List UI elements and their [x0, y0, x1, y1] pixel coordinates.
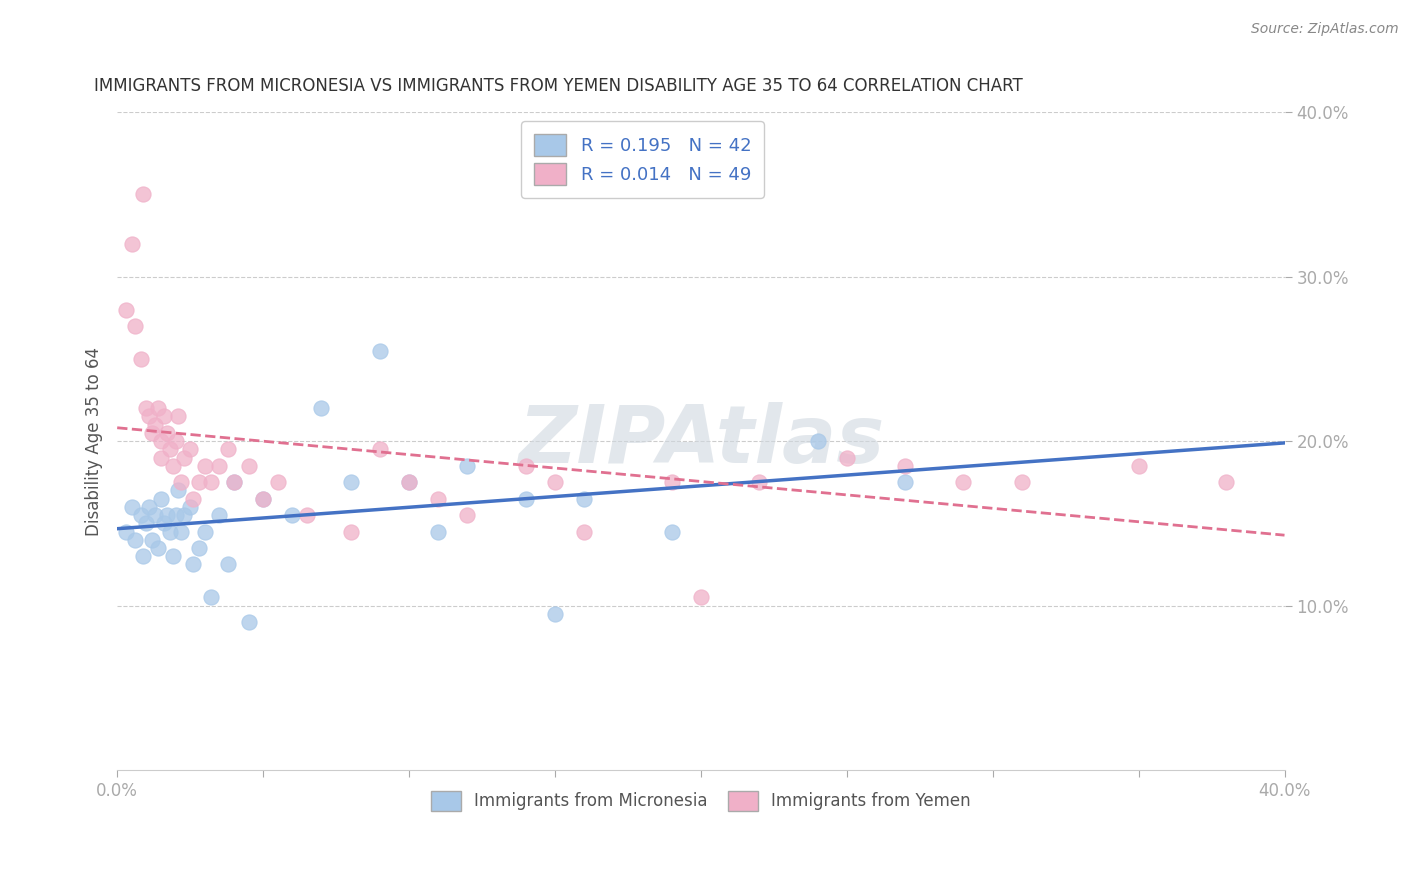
Point: [179, 500, 201, 514]
Point: [217, 442, 239, 457]
Point: [187, 541, 209, 555]
Point: [159, 524, 181, 539]
Point: [238, 458, 260, 473]
Point: [167, 483, 190, 498]
Point: [515, 491, 537, 506]
Point: [179, 442, 201, 457]
Point: [311, 401, 333, 416]
Point: [1215, 475, 1237, 490]
Point: [238, 615, 260, 629]
Point: [187, 475, 209, 490]
Point: [339, 524, 361, 539]
Point: [149, 491, 172, 506]
Point: [217, 558, 239, 572]
Point: [339, 475, 361, 490]
Point: [156, 508, 179, 522]
Point: [835, 450, 858, 465]
Text: ZIPAtlas: ZIPAtlas: [517, 402, 884, 480]
Y-axis label: Disability Age 35 to 64: Disability Age 35 to 64: [86, 347, 103, 535]
Point: [173, 508, 195, 522]
Point: [222, 475, 245, 490]
Point: [456, 508, 478, 522]
Point: [281, 508, 304, 522]
Point: [129, 508, 152, 522]
Point: [170, 475, 193, 490]
Point: [222, 475, 245, 490]
Point: [456, 458, 478, 473]
Point: [143, 417, 166, 432]
Text: IMMIGRANTS FROM MICRONESIA VS IMMIGRANTS FROM YEMEN DISABILITY AGE 35 TO 64 CORR: IMMIGRANTS FROM MICRONESIA VS IMMIGRANTS…: [94, 78, 1022, 95]
Point: [894, 475, 917, 490]
Point: [165, 434, 187, 449]
Point: [146, 541, 169, 555]
Point: [200, 591, 222, 605]
Point: [572, 491, 595, 506]
Point: [167, 409, 190, 424]
Point: [170, 524, 193, 539]
Point: [159, 442, 181, 457]
Point: [572, 524, 595, 539]
Point: [689, 591, 711, 605]
Point: [368, 343, 391, 358]
Point: [181, 558, 204, 572]
Point: [162, 549, 184, 564]
Point: [135, 516, 157, 531]
Point: [806, 434, 828, 449]
Point: [162, 458, 184, 473]
Point: [661, 475, 683, 490]
Point: [146, 401, 169, 416]
Point: [149, 434, 172, 449]
Legend: Immigrants from Micronesia, Immigrants from Yemen: Immigrants from Micronesia, Immigrants f…: [420, 780, 981, 821]
Point: [173, 450, 195, 465]
Point: [124, 533, 146, 547]
Point: [141, 425, 163, 440]
Point: [143, 508, 166, 522]
Point: [398, 475, 420, 490]
Point: [194, 458, 217, 473]
Point: [115, 302, 138, 317]
Point: [153, 516, 176, 531]
Point: [135, 401, 157, 416]
Point: [894, 458, 917, 473]
Point: [121, 236, 143, 251]
Point: [748, 475, 770, 490]
Point: [124, 319, 146, 334]
Point: [156, 425, 179, 440]
Point: [252, 491, 274, 506]
Point: [208, 508, 231, 522]
Point: [544, 475, 567, 490]
Point: [661, 524, 683, 539]
Point: [149, 450, 172, 465]
Point: [252, 491, 274, 506]
Point: [141, 533, 163, 547]
Point: [1128, 458, 1150, 473]
Point: [398, 475, 420, 490]
Point: [952, 475, 974, 490]
Point: [295, 508, 318, 522]
Point: [129, 351, 152, 366]
Text: Source: ZipAtlas.com: Source: ZipAtlas.com: [1251, 22, 1399, 37]
Point: [138, 500, 160, 514]
Point: [138, 409, 160, 424]
Point: [544, 607, 567, 621]
Point: [121, 500, 143, 514]
Point: [267, 475, 290, 490]
Point: [208, 458, 231, 473]
Point: [515, 458, 537, 473]
Point: [132, 549, 155, 564]
Point: [427, 524, 450, 539]
Point: [132, 187, 155, 202]
Point: [165, 508, 187, 522]
Point: [194, 524, 217, 539]
Point: [368, 442, 391, 457]
Point: [427, 491, 450, 506]
Point: [1011, 475, 1033, 490]
Point: [181, 491, 204, 506]
Point: [115, 524, 138, 539]
Point: [153, 409, 176, 424]
Point: [200, 475, 222, 490]
